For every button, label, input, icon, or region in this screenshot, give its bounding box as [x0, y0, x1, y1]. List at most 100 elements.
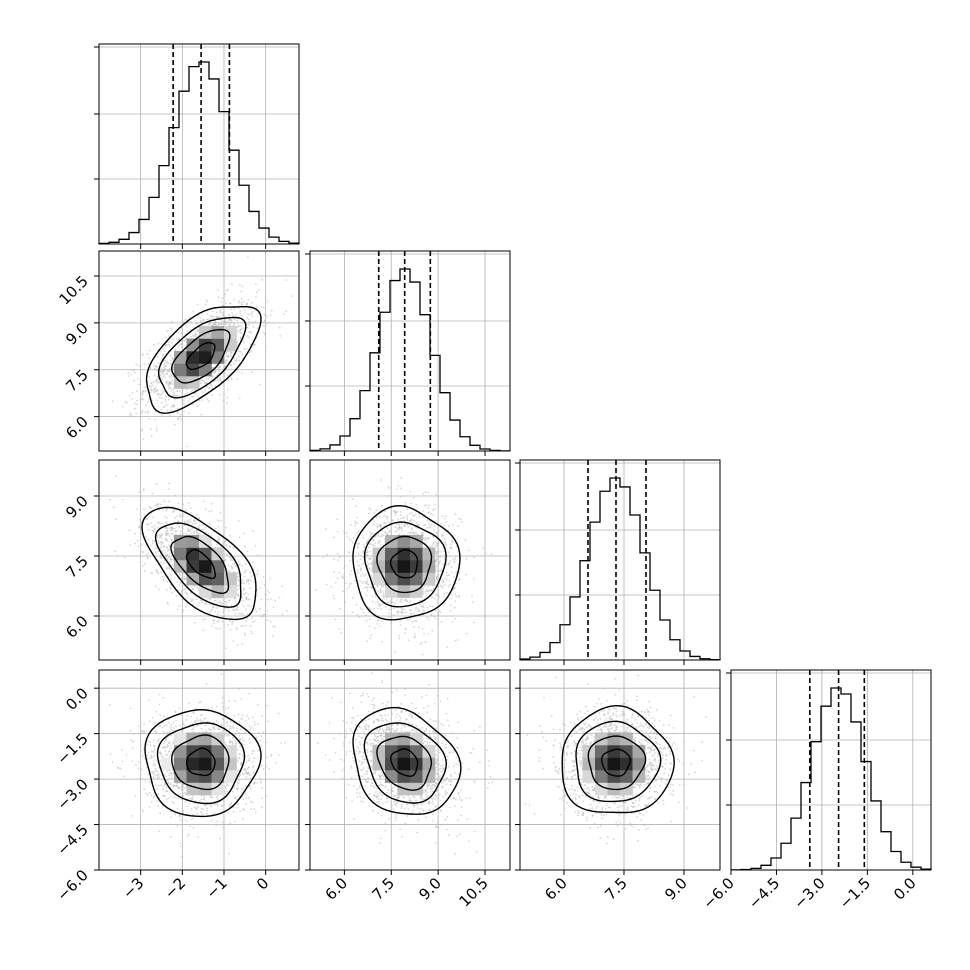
scatter-point: [234, 612, 237, 615]
scatter-point: [222, 311, 225, 313]
scatter-point: [165, 395, 167, 398]
scatter-point: [156, 571, 159, 574]
scatter-point: [422, 609, 424, 612]
scatter-point: [171, 591, 174, 594]
scatter-point: [246, 550, 249, 552]
scatter-point: [115, 475, 117, 478]
scatter-point: [217, 289, 220, 292]
scatter-point: [215, 363, 218, 366]
scatter-point: [263, 313, 266, 316]
scatter-point: [202, 529, 204, 531]
scatter-point: [236, 369, 239, 372]
scatter-point: [377, 619, 380, 621]
scatter-point: [156, 539, 159, 542]
scatter-point: [221, 696, 224, 699]
scatter-point: [439, 560, 441, 563]
scatter-point: [223, 608, 225, 611]
scatter-point: [191, 389, 194, 392]
scatter-point: [265, 315, 268, 318]
scatter-point: [157, 342, 160, 345]
scatter-point: [142, 438, 145, 441]
scatter-point: [441, 515, 444, 518]
scatter-point: [137, 545, 140, 548]
scatter-point: [192, 603, 195, 606]
scatter-point: [177, 609, 179, 611]
scatter-point: [144, 411, 147, 414]
scatter-point: [200, 413, 203, 416]
scatter-point: [204, 508, 207, 511]
scatter-point: [402, 516, 404, 519]
scatter-point: [127, 372, 130, 375]
panel-frame: [519, 459, 721, 661]
scatter-point: [369, 508, 372, 511]
scatter-point: [356, 542, 358, 545]
scatter-point: [400, 527, 403, 530]
scatter-point: [355, 505, 358, 508]
scatter-point: [259, 383, 261, 386]
scatter-point: [387, 495, 390, 497]
scatter-point: [168, 482, 170, 485]
scatter-point: [436, 534, 439, 537]
density-cell: [199, 351, 212, 364]
scatter-point: [351, 498, 354, 501]
scatter-point: [150, 435, 153, 437]
scatter-point: [269, 578, 271, 580]
scatter-point: [170, 816, 172, 818]
scatter-point: [380, 535, 382, 538]
scatter-point: [163, 562, 165, 565]
scatter-point: [424, 504, 427, 507]
scatter-point: [228, 321, 231, 324]
scatter-point: [152, 381, 155, 384]
scatter-point: [112, 506, 115, 509]
scatter-point: [192, 598, 195, 601]
scatter-point: [338, 628, 341, 630]
scatter-point: [390, 513, 393, 515]
scatter-point: [450, 543, 452, 546]
scatter-point: [198, 516, 201, 519]
scatter-point: [239, 753, 242, 755]
scatter-point: [172, 388, 175, 391]
scatter-point: [366, 640, 368, 643]
scatter-point: [156, 535, 158, 538]
scatter-point: [431, 605, 434, 608]
scatter-point: [160, 397, 163, 399]
scatter-point: [173, 527, 176, 530]
scatter-point: [184, 397, 187, 399]
scatter-point: [247, 299, 250, 301]
scatter-point: [247, 578, 250, 581]
scatter-point: [121, 405, 124, 408]
scatter-point: [206, 313, 209, 315]
scatter-point: [427, 585, 430, 588]
scatter-point: [432, 587, 435, 590]
density-cell: [385, 585, 398, 598]
scatter-point: [153, 368, 156, 370]
scatter-point: [189, 518, 192, 521]
scatter-point: [370, 543, 373, 546]
scatter-point: [362, 549, 365, 552]
scatter-point: [446, 574, 449, 577]
scatter-point: [222, 706, 224, 708]
scatter-point: [467, 549, 470, 552]
scatter-point: [243, 575, 246, 578]
scatter-point: [429, 605, 432, 607]
scatter-point: [357, 564, 360, 567]
scatter-point: [272, 625, 274, 628]
scatter-point: [238, 331, 241, 333]
scatter-point: [338, 571, 341, 574]
scatter-point: [170, 320, 173, 323]
scatter-point: [191, 395, 193, 398]
scatter-point: [149, 544, 152, 547]
density-cell: [397, 535, 411, 548]
scatter-point: [162, 746, 164, 749]
scatter-point: [215, 607, 218, 609]
scatter-point: [192, 587, 194, 590]
scatter-point: [378, 525, 381, 527]
scatter-point: [361, 563, 364, 566]
scatter-point: [443, 602, 446, 605]
scatter-point: [365, 582, 368, 585]
scatter-point: [154, 552, 157, 555]
scatter-point: [138, 364, 141, 367]
scatter-point: [213, 599, 216, 602]
scatter-point: [114, 550, 117, 553]
scatter-point: [237, 324, 240, 327]
